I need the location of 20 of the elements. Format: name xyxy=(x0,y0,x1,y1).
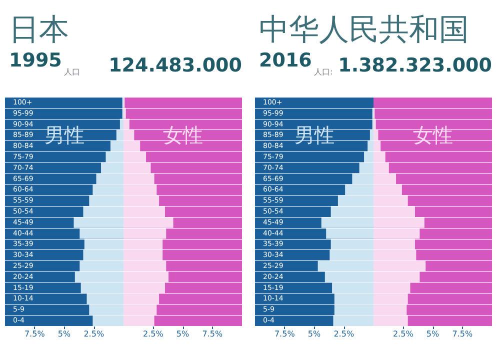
x-tick-label: 5% xyxy=(58,330,71,338)
x-tick-label: 2.5% xyxy=(84,330,104,338)
x-tick-label: 5% xyxy=(426,330,440,338)
x-tick-label: 7.5% xyxy=(452,330,473,338)
x-tick-label: 2.5% xyxy=(392,330,414,338)
x-tick-label: 7.5% xyxy=(274,330,296,338)
x-tick-label: 2.5% xyxy=(334,330,354,338)
chart-title: 中华人民共和国 xyxy=(259,12,469,48)
x-tick-label: 5% xyxy=(176,330,190,338)
chart-subtitle: 1995 xyxy=(9,50,62,72)
x-tick-label: 7.5% xyxy=(24,330,46,338)
x-tick-label: 2.5% xyxy=(142,330,164,338)
chart-title: 日本 xyxy=(9,12,69,48)
chart-subtitle: 2016 xyxy=(259,50,312,72)
x-tick-label: 5% xyxy=(308,330,321,338)
text: 124.483.000 xyxy=(108,54,242,76)
text: 人口 xyxy=(64,68,80,76)
text: 1.382.323.000 xyxy=(338,54,492,76)
x-tick-label: 7.5% xyxy=(202,330,223,338)
text: 人口: xyxy=(314,68,333,76)
